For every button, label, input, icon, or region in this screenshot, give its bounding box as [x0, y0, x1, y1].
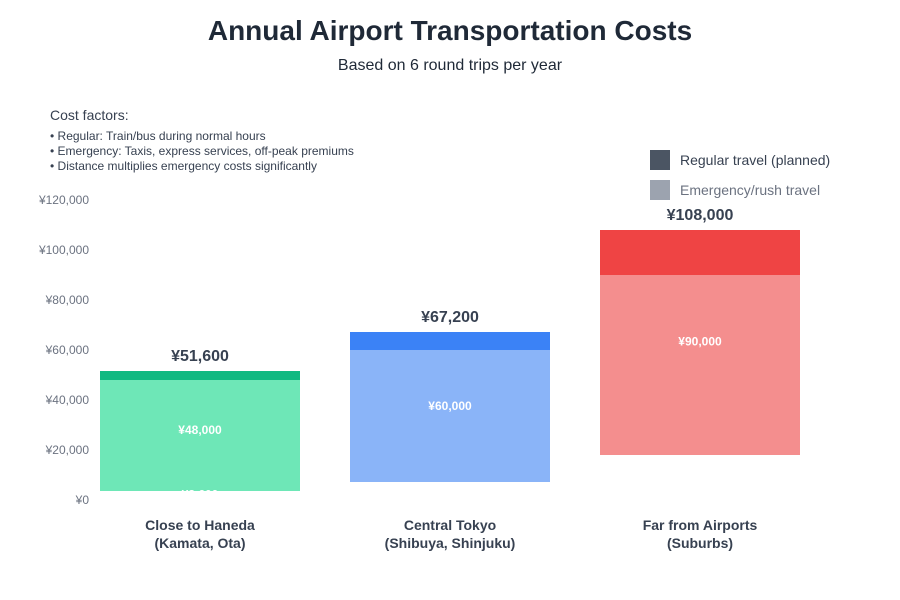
- legend-swatch-regular: [650, 150, 670, 170]
- y-tick-label: ¥40,000: [45, 393, 90, 407]
- y-tick-label: ¥120,000: [38, 193, 89, 207]
- cost-factors-heading: Cost factors:: [50, 107, 129, 123]
- category-label: Far from Airports: [643, 517, 758, 533]
- bar-group: ¥90,000 ¥18,000 ¥108,000 Far from Airports (…: [600, 207, 800, 551]
- chart-subtitle: Based on 6 round trips per year: [338, 57, 563, 74]
- regular-value-label: ¥7,200: [432, 483, 469, 497]
- bar-emergency: [600, 275, 800, 455]
- cost-factor-note: • Emergency: Taxis, express services, of…: [50, 144, 354, 158]
- regular-value-label: ¥3,600: [182, 488, 219, 502]
- category-label: Close to Haneda: [145, 517, 255, 533]
- y-tick-label: ¥80,000: [45, 293, 90, 307]
- regular-value-label: ¥18,000: [678, 470, 722, 484]
- total-label: ¥108,000: [667, 207, 734, 224]
- y-tick-label: ¥60,000: [45, 343, 90, 357]
- y-tick-label: ¥0: [75, 493, 90, 507]
- legend-label-emergency: Emergency/rush travel: [680, 182, 820, 198]
- bar-emergency: [350, 350, 550, 482]
- legend-label-regular: Regular travel (planned): [680, 152, 830, 168]
- emergency-value-label: ¥60,000: [428, 399, 472, 413]
- category-sublabel: (Shibuya, Shinjuku): [385, 535, 516, 551]
- category-label: Central Tokyo: [404, 517, 496, 533]
- category-sublabel: (Suburbs): [667, 535, 733, 551]
- y-axis: ¥0 ¥20,000 ¥40,000 ¥60,000 ¥80,000 ¥100,000 ¥1…: [38, 193, 89, 507]
- legend-swatch-emergency: [650, 180, 670, 200]
- bar-group: ¥60,000 ¥7,200 ¥67,200 Central Tokyo (Shibuy…: [350, 309, 550, 551]
- bar-regular: [100, 371, 300, 380]
- bars: ¥48,000 ¥3,600 ¥51,600 Close to Haneda (Kama…: [100, 207, 800, 551]
- emergency-value-label: ¥90,000: [678, 335, 722, 349]
- bar-emergency: [100, 380, 300, 491]
- cost-factor-note: • Regular: Train/bus during normal hours: [50, 129, 266, 143]
- y-tick-label: ¥100,000: [38, 243, 89, 257]
- y-tick-label: ¥20,000: [45, 443, 90, 457]
- chart-title: Annual Airport Transportation Costs: [208, 15, 692, 46]
- total-label: ¥51,600: [171, 348, 229, 365]
- total-label: ¥67,200: [421, 309, 479, 326]
- bar-regular: [350, 332, 550, 350]
- cost-factor-note: • Distance multiplies emergency costs si…: [50, 159, 317, 173]
- bar-group: ¥48,000 ¥3,600 ¥51,600 Close to Haneda (Kama…: [100, 348, 300, 551]
- category-sublabel: (Kamata, Ota): [154, 535, 245, 551]
- bar-regular: [600, 230, 800, 275]
- emergency-value-label: ¥48,000: [178, 423, 222, 437]
- legend: Regular travel (planned) Emergency/rush …: [650, 150, 830, 200]
